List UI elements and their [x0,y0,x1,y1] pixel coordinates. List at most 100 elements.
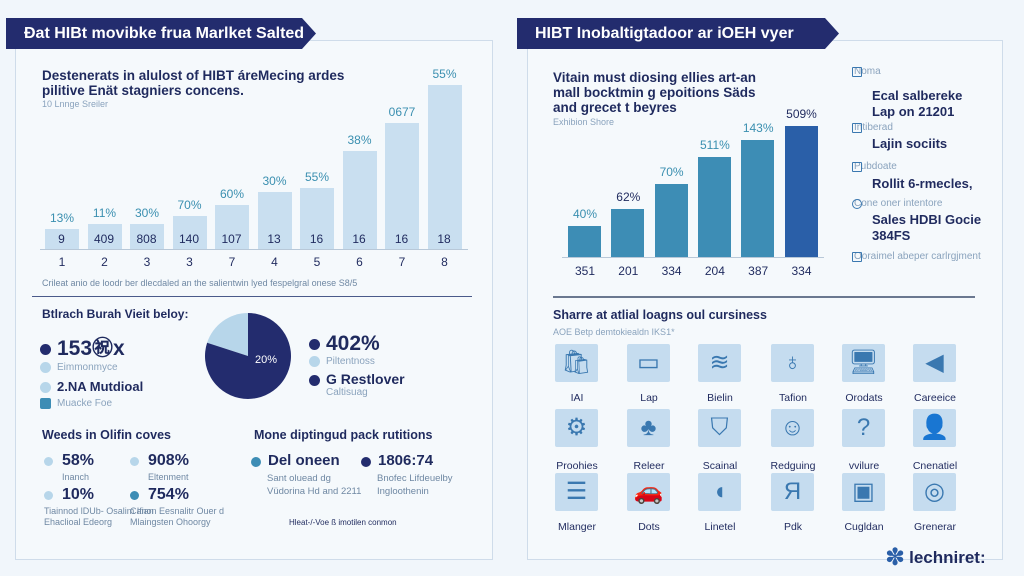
bar-top-label: 143% [742,121,774,136]
bar-top-label: 60% [219,186,245,201]
icon-label: vvilure [848,460,880,472]
weeds-value: 10% [62,486,95,503]
bar-inner-label: 140 [178,232,200,246]
breakdown-right: 402% Piltentnoss G Restlover Caltisuag [309,332,405,398]
icon-label: IAI [570,392,584,404]
weeds-title: Weeds in Olifin coves [42,428,171,442]
icon-label: Scainal [702,460,738,472]
bar-top-label: 509% [786,107,817,121]
x-tick-label: 7 [228,255,236,269]
x-tick-label: 4 [271,255,278,269]
icon-label: Dots [638,521,660,533]
icon-label: Cnenatiel [912,460,958,472]
icon-label: Cugldan [844,521,884,533]
logo-icon: ✽ [885,544,906,571]
bar-top-label: 62% [616,189,641,204]
bar-inner-label: 808 [136,232,157,246]
person-gear-icon: ⚙ [555,409,598,447]
breakdown-label: Eimmonmyce [57,362,118,374]
x-tick-label: 334 [661,264,682,278]
weeds-value: 754% [148,486,189,503]
weeds-label: Eltenment [148,472,189,482]
bar-top-label: 11% [92,206,117,221]
bar-top-label: 70% [659,164,684,179]
legend-caption: Pubdoate [854,161,897,172]
legend-text: Lajin sociits [872,136,948,151]
bar [741,140,775,257]
bar-inner-label: 18 [437,232,451,246]
mone-label: Bnofec Lifdeuelby Ingloothenin [377,473,453,497]
bar-top-label: 55% [304,170,330,185]
breakdown-value: 2.NA Mutdioal [57,379,144,395]
bullet-dot [251,457,261,467]
pie-chart: 20% [205,313,291,399]
badge-icon: Я [771,473,814,511]
shopping-bag-icon: 🛍 [555,344,598,382]
weeds-value: 58% [62,452,95,469]
legend-text: Ecal salbereke Lap on 21201 [872,88,963,119]
pie-label: 20% [255,354,277,366]
icon-label: Mlanger [558,521,596,533]
breakdown-label: Piltentnoss [326,356,375,368]
bar-inner-label: 9 [58,232,65,246]
bar [427,85,462,249]
breakdown-label: Muacke Foe [57,398,113,410]
bar-inner-label: 16 [309,232,324,246]
left-banner: Ɖat HIBt movibke frua Marlket Salted [6,18,316,49]
bar [257,191,292,249]
building-icon [852,123,862,133]
x-tick-label: 201 [618,264,639,278]
weeds-label: Canon Eesnalitr Ouer d Mlaingsten Ohoorg… [130,506,225,527]
bar [130,224,164,249]
legend-caption: Noma [854,66,881,77]
legend-text: Rollit 6-rmecles, [872,176,973,191]
bar [172,216,207,249]
x-tick-label: 334 [791,264,812,278]
bar [87,224,122,249]
icon-label: Releer [633,460,665,472]
bar-top-label: 70% [177,198,202,213]
bar-inner-label: 16 [352,232,366,246]
bar-inner-label: 409 [93,232,115,246]
dot-icon [852,199,862,209]
bar-top-label: 0677 [388,104,416,119]
x-tick-label: 7 [398,255,406,269]
weeds-label: Tiainnod lDUb- Osalim Ifian Ehaclioal Ed… [44,506,154,527]
mone-value: 1806:74 [378,452,434,469]
bar-top-label: 511% [699,138,730,153]
target-icon: ◎ [913,473,956,511]
bullet-dot [44,491,53,500]
bullet-dot [361,457,371,467]
x-tick-label: 387 [748,264,769,278]
icons-title: Sharre at atlial loagns oul cursiness [553,308,767,322]
bar [215,204,249,249]
square-icon [852,252,862,262]
left-chart-footnote: Crileat anio de loodr ber dlecdaled an t… [42,278,358,288]
bottle-icon: ♁ [771,344,814,382]
question-icon: ? [842,409,885,447]
mone-footnote: Hleat-/-Voe ß imotilen conmon [289,518,397,527]
bar-top-label: 30% [262,173,287,188]
pie-slice [205,313,291,399]
x-tick-label: 351 [574,264,596,278]
bar-inner-label: 107 [221,232,242,246]
legend-caption: Intiberad [854,122,893,133]
icon-label: Bielin [707,392,733,404]
icon-label: Pdk [783,521,803,533]
laptop-icon: ▭ [627,344,670,382]
legend-caption: Cone oner intentore [854,198,943,209]
breakdown-title: Btlrach Burah Vieit beloy: [42,307,189,321]
x-tick-label: 3 [143,255,151,269]
megaphone-icon: ◀ [913,344,956,382]
left-chart-subtitle: 10 Lnnge Sreiler [42,99,109,109]
bar-top-label: 13% [49,211,75,226]
x-tick-label: 6 [356,255,363,269]
right-banner: HIBT Inobaltigtadoor ar iOEH vyer offien [517,18,839,49]
bar [300,188,334,249]
icon-label: Proohies [556,460,598,472]
legend-text: Sales HDBI Gocie 384FS [872,212,982,243]
left-chart-title: Destenerats in alulost of HIBT áreMecing… [42,68,345,98]
bar-top-label: 30% [134,206,160,221]
icon-label: Tafion [778,392,808,404]
legend-caption: Ooraimel abeper carlrgjment [854,251,981,262]
